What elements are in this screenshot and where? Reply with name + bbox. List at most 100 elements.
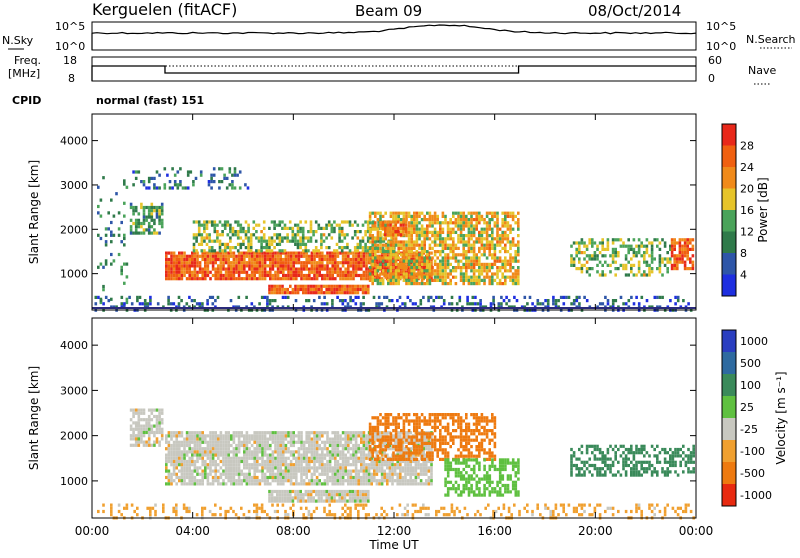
scatter-cell bbox=[153, 183, 156, 186]
scatter-cell bbox=[201, 277, 204, 280]
scatter-cell bbox=[277, 434, 280, 437]
scatter-cell bbox=[430, 463, 433, 466]
scatter-cell bbox=[339, 479, 342, 482]
scatter-cell bbox=[425, 447, 428, 450]
scatter-cell bbox=[669, 261, 672, 264]
scatter-cell bbox=[308, 255, 311, 258]
scatter-cell bbox=[679, 241, 682, 244]
scatter-cell bbox=[243, 444, 246, 447]
scatter-cell bbox=[246, 274, 249, 277]
scatter-cell bbox=[165, 447, 168, 450]
scatter-cell bbox=[194, 470, 197, 473]
scatter-cell bbox=[298, 454, 301, 457]
scatter-cell bbox=[355, 296, 358, 299]
scatter-cell bbox=[279, 258, 282, 261]
scatter-cell bbox=[324, 441, 327, 444]
scatter-cell bbox=[204, 274, 207, 277]
scatter-cell bbox=[389, 230, 392, 233]
scatter-cell bbox=[318, 482, 321, 485]
scatter-cell bbox=[193, 220, 196, 223]
scatter-cell bbox=[462, 212, 465, 215]
scatter-cell bbox=[371, 237, 374, 240]
scatter-cell bbox=[272, 264, 275, 267]
scatter-cell bbox=[478, 240, 481, 243]
scatter-cell bbox=[449, 231, 452, 234]
scatter-cell bbox=[143, 412, 146, 415]
scatter-cell bbox=[255, 236, 258, 239]
scatter-cell bbox=[633, 273, 636, 276]
scatter-cell bbox=[298, 271, 301, 274]
scatter-cell bbox=[481, 237, 484, 240]
scatter-cell bbox=[294, 291, 297, 294]
scatter-cell bbox=[297, 243, 300, 246]
scatter-cell bbox=[338, 233, 341, 236]
scatter-cell bbox=[135, 437, 138, 440]
scatter-cell bbox=[248, 447, 251, 450]
scatter-cell bbox=[413, 272, 416, 275]
scatter-cell bbox=[138, 441, 141, 444]
scatter-cell bbox=[568, 296, 571, 299]
scatter-cell bbox=[403, 260, 406, 263]
scatter-cell bbox=[403, 247, 406, 250]
scatter-cell bbox=[173, 470, 176, 473]
scatter-cell bbox=[135, 441, 138, 444]
scatter-cell bbox=[334, 268, 337, 271]
scatter-cell bbox=[238, 466, 241, 469]
scatter-cell bbox=[324, 264, 327, 267]
scatter-cell bbox=[199, 457, 202, 460]
scatter-cell bbox=[235, 258, 238, 261]
scatter-cell bbox=[199, 261, 202, 264]
scatter-cell bbox=[206, 220, 209, 223]
scatter-cell bbox=[622, 264, 625, 267]
scatter-cell bbox=[337, 274, 340, 277]
scatter-cell bbox=[253, 264, 256, 267]
scatter-cell bbox=[188, 431, 191, 434]
scatter-cell bbox=[272, 255, 275, 258]
scatter-cell bbox=[153, 228, 156, 231]
scatter-cell bbox=[248, 434, 251, 437]
scatter-cell bbox=[426, 266, 429, 269]
scatter-cell bbox=[165, 463, 168, 466]
scatter-cell bbox=[279, 438, 282, 441]
scatter-cell bbox=[439, 237, 442, 240]
scatter-cell bbox=[277, 470, 280, 473]
scatter-cell bbox=[261, 473, 264, 476]
scatter-cell bbox=[328, 493, 331, 496]
scatter-cell bbox=[110, 298, 113, 301]
scatter-cell bbox=[305, 261, 308, 264]
scatter-cell bbox=[308, 268, 311, 271]
scatter-cell bbox=[612, 261, 615, 264]
scatter-cell bbox=[507, 263, 510, 266]
scatter-cell bbox=[384, 269, 387, 272]
scatter-cell bbox=[434, 260, 437, 263]
scatter-cell bbox=[284, 288, 287, 291]
scatter-cell bbox=[365, 482, 368, 485]
scatter-cell bbox=[434, 272, 437, 275]
scatter-cell bbox=[468, 250, 471, 253]
scatter-cell bbox=[321, 466, 324, 469]
scatter-cell bbox=[329, 258, 332, 261]
scatter-cell bbox=[496, 215, 499, 218]
scatter-cell bbox=[428, 482, 431, 485]
scatter-cell bbox=[379, 282, 382, 285]
scatter-cell bbox=[178, 296, 181, 299]
scatter-cell bbox=[514, 260, 517, 263]
scatter-cell bbox=[138, 431, 141, 434]
scatter-cell bbox=[376, 473, 379, 476]
scatter-cell bbox=[410, 260, 413, 263]
scatter-cell bbox=[318, 490, 321, 493]
scatter-cell bbox=[246, 431, 249, 434]
scatter-cell bbox=[220, 454, 223, 457]
scatter-cell bbox=[349, 291, 352, 294]
scatter-cell bbox=[143, 444, 146, 447]
scatter-cell bbox=[251, 271, 254, 274]
scatter-cell bbox=[168, 252, 171, 255]
scatter-cell bbox=[102, 285, 105, 288]
scatter-cell bbox=[501, 266, 504, 269]
scatter-cell bbox=[173, 457, 176, 460]
scatter-cell bbox=[177, 186, 180, 189]
scatter-cell bbox=[143, 232, 146, 235]
scatter-cell bbox=[434, 237, 437, 240]
scatter-cell bbox=[374, 253, 377, 256]
scatter-cell bbox=[423, 244, 426, 247]
